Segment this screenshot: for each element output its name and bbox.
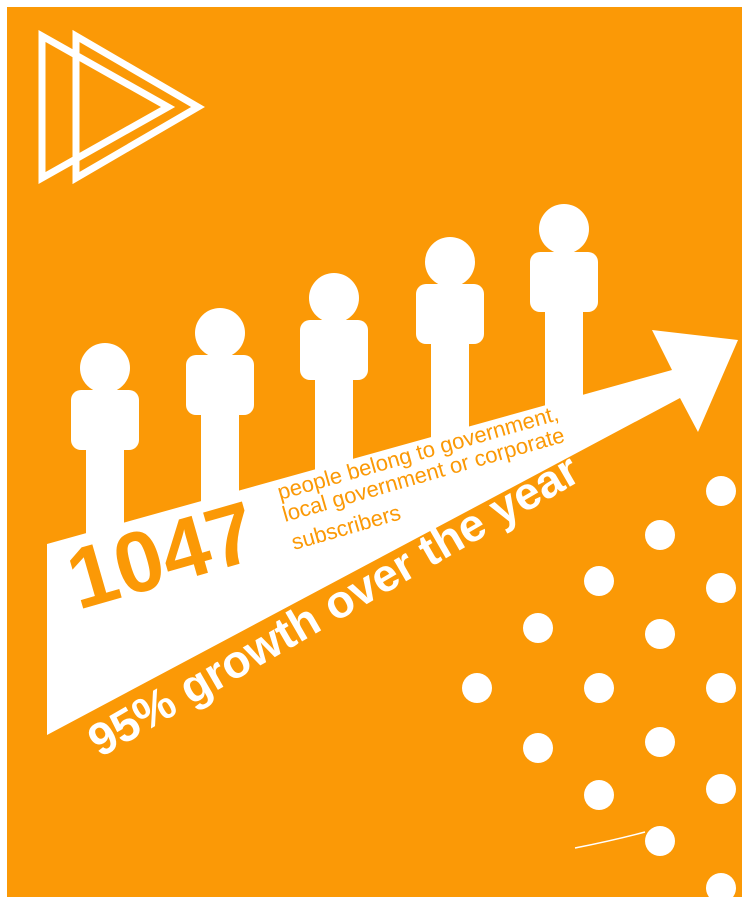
person-icon bbox=[416, 237, 484, 444]
dot-pattern-icon bbox=[462, 476, 736, 901]
decorative-curve bbox=[574, 831, 646, 849]
double-play-triangle-icon bbox=[38, 29, 205, 185]
growth-arrow-icon bbox=[47, 330, 738, 735]
person-icon bbox=[300, 273, 368, 480]
person-icon bbox=[71, 343, 139, 550]
person-icon bbox=[530, 204, 598, 410]
people-group bbox=[71, 204, 598, 550]
person-icon bbox=[186, 308, 254, 515]
orange-panel bbox=[7, 7, 742, 897]
